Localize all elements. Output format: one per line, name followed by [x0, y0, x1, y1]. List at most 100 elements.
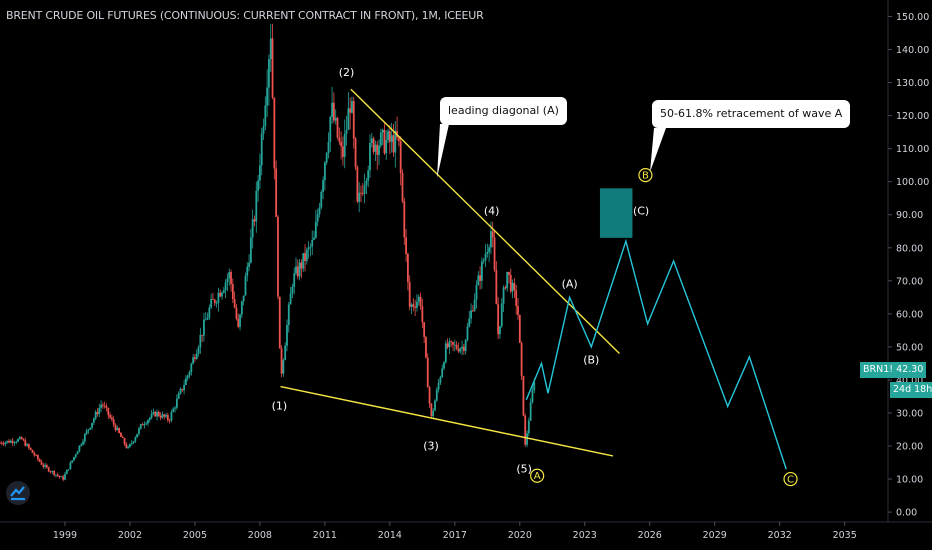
candle-body [127, 446, 130, 448]
candle-body [38, 459, 41, 462]
candle-body [441, 368, 444, 378]
candle-body [333, 102, 335, 121]
candle-body [397, 137, 400, 142]
candle-body [233, 298, 236, 308]
candle-body [323, 162, 326, 181]
projection-line[interactable] [525, 238, 787, 470]
candle-body [320, 191, 323, 208]
candle-body [6, 440, 9, 443]
candle-body [56, 474, 59, 476]
candle-body [446, 343, 449, 348]
projection-path[interactable] [525, 238, 787, 470]
x-tick-label: 2035 [833, 530, 857, 541]
candle-body [351, 101, 353, 113]
candle-body [437, 382, 440, 390]
candle-body [73, 456, 75, 461]
candle-body [266, 87, 269, 106]
wave-label: (4) [484, 205, 500, 218]
retracement-box[interactable] [599, 188, 633, 238]
candle-body [365, 180, 368, 186]
candle-body [392, 135, 395, 153]
x-tick-label: 2029 [703, 530, 727, 541]
candle-body [100, 404, 102, 408]
callout-retracement[interactable]: 50-61.8% retracement of wave A [652, 100, 851, 128]
candle-body [482, 260, 485, 262]
candle-body [87, 429, 90, 431]
candle-body [165, 415, 167, 417]
circle-label-ring [638, 168, 653, 183]
y-tick-label: 140.00 [896, 45, 929, 56]
y-axis[interactable]: 0.00 10.00 20.00 30.00 40.00 50.00 60.00 70.00 8… [888, 12, 929, 519]
candle-body [82, 441, 84, 445]
candle-body [228, 271, 231, 279]
candle-body [192, 357, 195, 364]
candle-body [289, 293, 292, 305]
candle-body [248, 262, 250, 267]
candle-body [506, 271, 509, 289]
candle-body [425, 337, 427, 358]
candle-body [347, 108, 350, 130]
candle-body [94, 411, 97, 419]
candle-body [349, 108, 352, 113]
candle-body [379, 132, 382, 146]
candle-body [529, 402, 532, 421]
candle-body [105, 406, 108, 408]
trendline[interactable] [280, 385, 614, 457]
target-zone[interactable] [599, 188, 633, 238]
candle-body [9, 440, 12, 443]
candle-body [286, 325, 288, 346]
candle-body [132, 441, 135, 443]
candle-body [83, 434, 86, 442]
candle-body [509, 274, 512, 292]
candle-body [361, 193, 364, 194]
callout-leading-diagonal[interactable]: leading diagonal (A) [440, 97, 567, 125]
candle-body [217, 292, 220, 303]
candle-body [278, 296, 281, 349]
candle-body [388, 131, 391, 142]
candle-body [302, 253, 305, 269]
candle-body [201, 334, 204, 336]
candle-body [363, 185, 366, 194]
candle-body [533, 382, 536, 391]
candle-body [428, 387, 431, 404]
candle-body [147, 420, 149, 424]
candle-body [434, 400, 436, 411]
candle-body [221, 292, 223, 297]
candle-body [354, 138, 357, 168]
candle-body [387, 131, 389, 141]
candle-body [471, 310, 474, 312]
candle-body [76, 451, 79, 455]
candle-body [435, 389, 438, 401]
y-tick-label: 40.00 [896, 375, 923, 386]
candle-body [495, 269, 498, 305]
candle-body [313, 237, 315, 240]
candle-body [89, 427, 92, 430]
candle-body [143, 424, 146, 426]
candle-body [123, 438, 126, 445]
candle-body [145, 423, 148, 425]
candle-body [325, 153, 328, 163]
candle-body [107, 407, 110, 416]
candle-body [293, 273, 296, 287]
x-axis[interactable]: 1999 2002 2005 2008 2011 2014 2017 2020 2023 2026… [53, 522, 857, 541]
candle-body [148, 417, 151, 421]
candle-body [179, 388, 182, 394]
candle-body [356, 167, 359, 202]
candle-body [336, 117, 339, 138]
candle-body [298, 262, 301, 277]
price-badge[interactable]: BRN1! 42.30 [860, 362, 927, 378]
candle-body [246, 266, 249, 276]
candle-body [255, 190, 258, 222]
candle-body [60, 476, 63, 478]
tradingview-logo-glyph [10, 486, 25, 501]
x-tick-label: 1999 [53, 530, 77, 541]
candle-body [457, 348, 460, 352]
y-tick-label: 130.00 [896, 78, 929, 89]
candle-body [213, 299, 216, 304]
candle-body [423, 322, 426, 338]
candle-body [430, 403, 433, 417]
circle-label: C [787, 475, 794, 486]
tradingview-logo-icon[interactable] [6, 481, 30, 505]
candle-body [305, 249, 308, 261]
